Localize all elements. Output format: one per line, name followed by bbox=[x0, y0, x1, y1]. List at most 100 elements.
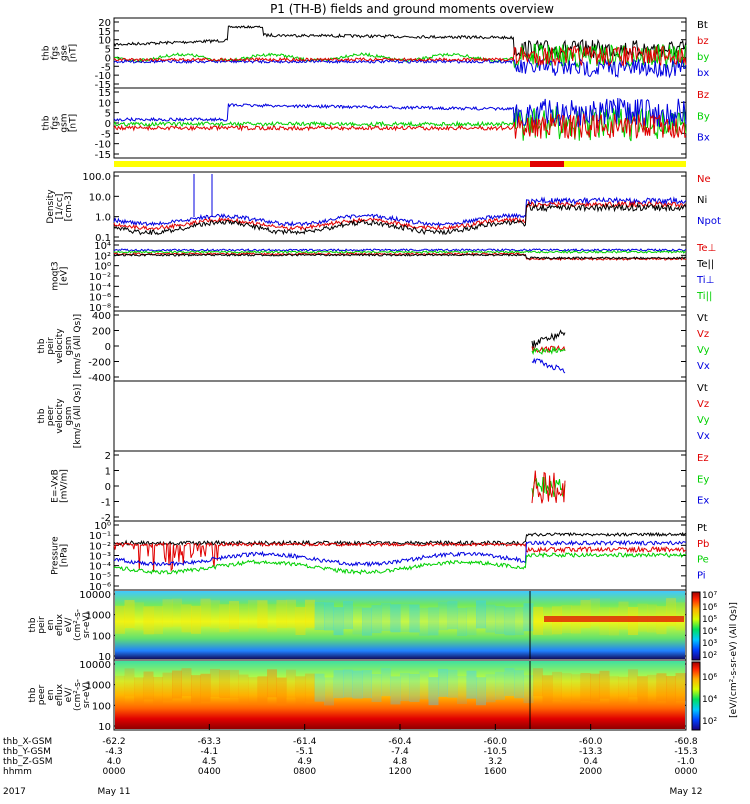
trace-Ez bbox=[531, 470, 566, 504]
x-tick-label: -60.0 bbox=[484, 737, 508, 747]
trace-bx bbox=[113, 58, 687, 79]
y-tick-label: -5 bbox=[101, 129, 111, 140]
year-label: 2017 bbox=[3, 787, 26, 797]
spectrogram-band bbox=[124, 668, 135, 697]
spectrogram-band bbox=[609, 676, 619, 705]
y-tick-label: -5 bbox=[101, 62, 111, 73]
spectrogram-band bbox=[457, 675, 467, 704]
y-axis-label: [km/s (All Qs)] bbox=[73, 384, 83, 448]
legend-Vy: Vy bbox=[697, 415, 710, 426]
spectrogram-band bbox=[276, 600, 287, 629]
date-start: May 11 bbox=[98, 787, 131, 797]
legend-Bx: Bx bbox=[697, 133, 710, 144]
spectrogram-band bbox=[324, 602, 334, 631]
x-tick-label: -61.4 bbox=[293, 737, 317, 747]
spectrogram-band bbox=[314, 602, 325, 631]
spectrogram-band bbox=[229, 669, 239, 698]
spectrogram-band bbox=[428, 677, 439, 706]
spectrogram-band bbox=[580, 673, 591, 702]
y-tick-label: 0 bbox=[105, 482, 111, 493]
colorbar-tick: 10⁷ bbox=[702, 591, 717, 601]
y-tick-label: 15 bbox=[98, 27, 111, 38]
y-axis-label: peer bbox=[46, 405, 56, 426]
trace-Ti-perp bbox=[113, 248, 687, 252]
spectrogram-band bbox=[219, 604, 230, 633]
spectrogram-band bbox=[162, 672, 173, 701]
y-tick-label: 10000 bbox=[79, 660, 111, 671]
y-axis-label: en bbox=[46, 619, 56, 630]
spectrogram-band bbox=[466, 607, 477, 636]
spectrogram-band bbox=[590, 598, 600, 627]
legend-Ti||: Ti|| bbox=[696, 291, 712, 302]
colorbar-tick: 10⁶ bbox=[702, 603, 717, 613]
spectrogram-band bbox=[153, 676, 163, 705]
y-axis-label: eV/ bbox=[64, 617, 74, 633]
trace-Bz bbox=[113, 113, 687, 139]
y-axis-label: moqt3 bbox=[51, 261, 61, 290]
spectrogram-band bbox=[618, 676, 629, 705]
colorbar-tick: 10⁵ bbox=[702, 615, 717, 625]
y-axis-label: [nT] bbox=[69, 114, 79, 132]
y-tick-label: -15 bbox=[95, 80, 111, 91]
x-tick-label: 0.4 bbox=[584, 757, 599, 767]
x-tick-label: -60.0 bbox=[579, 737, 603, 747]
y-axis-label: en bbox=[46, 689, 56, 700]
colorbar-tick: 10⁴ bbox=[702, 627, 717, 637]
spectrogram-band bbox=[343, 601, 353, 630]
colorbar-tick: 10⁶ bbox=[702, 673, 717, 683]
legend-Ex: Ex bbox=[697, 496, 709, 507]
y-axis-label: eflux bbox=[55, 683, 65, 706]
y-tick-label: 100.0 bbox=[82, 172, 111, 183]
y-tick-label: -10 bbox=[95, 140, 111, 151]
x-tick-label: 1200 bbox=[389, 767, 412, 777]
y-tick-label: 10⁻⁶ bbox=[89, 582, 111, 593]
spectrogram-band bbox=[143, 671, 154, 700]
spectrogram-band bbox=[381, 668, 391, 697]
legend-Npot: Npot bbox=[697, 216, 721, 227]
y-axis-label: peir bbox=[46, 337, 56, 355]
legend-Vz: Vz bbox=[697, 399, 709, 410]
y-tick-label: 10⁰ bbox=[94, 521, 111, 532]
spectrogram-band bbox=[210, 668, 220, 697]
y-tick-label: 10² bbox=[94, 251, 111, 262]
spectrogram-band bbox=[267, 604, 277, 633]
spectrogram-band bbox=[675, 673, 686, 702]
spectrogram-band bbox=[504, 668, 515, 697]
spectrogram-band bbox=[229, 601, 239, 630]
spectrogram-band bbox=[371, 605, 382, 634]
legend-Te||: Te|| bbox=[696, 259, 714, 270]
y-axis-label: sr-eV) bbox=[82, 682, 92, 708]
y-tick-label: 10000 bbox=[79, 590, 111, 601]
spectrogram-band bbox=[248, 677, 258, 706]
spectrogram-band bbox=[181, 668, 192, 697]
spectrogram-band bbox=[172, 598, 182, 627]
legend-Ni: Ni bbox=[697, 195, 707, 206]
panel-efield: 2 1 0 -1 -2 E=-VxB [mV/m] Ez Ey Ex bbox=[51, 450, 709, 524]
spectrogram-band bbox=[172, 670, 182, 699]
y-axis-label: eflux bbox=[55, 613, 65, 636]
y-axis-label: [nPa] bbox=[60, 544, 70, 567]
trace-Ne bbox=[113, 200, 687, 232]
y-tick-label: -1 bbox=[101, 498, 111, 509]
y-tick-label: 5 bbox=[105, 45, 111, 56]
spectrogram-band bbox=[191, 605, 201, 634]
spectrogram-band bbox=[381, 603, 391, 632]
panel-peir_vel: 400 200 0 -200 -400 thb peir velocity gsm [km/s (… bbox=[37, 310, 710, 384]
spectrogram-band bbox=[476, 677, 486, 706]
spectrogram-band bbox=[305, 673, 315, 702]
spectrogram-band bbox=[419, 607, 429, 636]
colorbar-peir bbox=[691, 591, 701, 661]
spectrogram-band bbox=[628, 669, 638, 698]
spectrogram-band bbox=[447, 601, 458, 630]
y-tick-label: 1000 bbox=[86, 611, 111, 622]
legend-Te⊥: Te⊥ bbox=[696, 243, 716, 254]
spectrogram-band bbox=[590, 673, 600, 702]
y-axis-label: fgs bbox=[51, 46, 61, 60]
y-tick-label: 0.1 bbox=[95, 233, 111, 244]
x-tick-label: 2000 bbox=[579, 767, 602, 777]
spectrogram-band bbox=[514, 607, 524, 636]
spectrogram-band bbox=[333, 607, 344, 636]
y-tick-label: 0 bbox=[105, 53, 111, 64]
